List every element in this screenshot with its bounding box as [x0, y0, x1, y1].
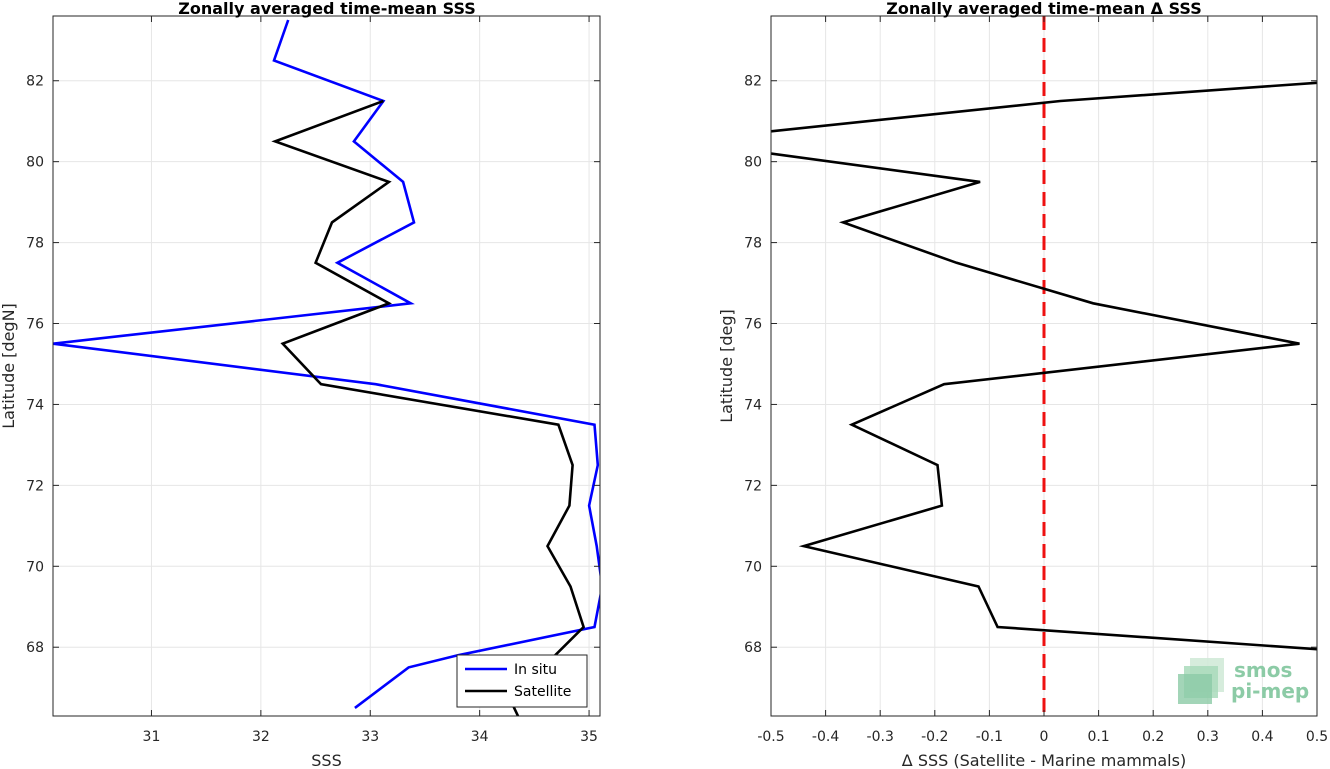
legend-label: In situ — [514, 662, 557, 678]
legend-label: Satellite — [514, 684, 571, 700]
y-tick-label: 76 — [744, 317, 762, 333]
y-tick-label: 72 — [744, 478, 762, 494]
x-tick-label: -0.3 — [867, 729, 894, 745]
legend: In situ Satellite — [456, 654, 588, 708]
x-tick-label: 0 — [1040, 729, 1049, 745]
x-tick-label: -0.5 — [757, 729, 784, 745]
x-tick-label: 35 — [580, 729, 598, 745]
logo-line1: smos — [1234, 658, 1292, 682]
y-axis-label: Latitude [degN] — [0, 303, 18, 429]
axes-box — [52, 15, 601, 717]
y-tick-label: 70 — [744, 559, 762, 575]
y-tick-label: 82 — [26, 74, 44, 90]
x-tick-label: -0.4 — [812, 729, 839, 745]
y-tick-label: 68 — [26, 640, 44, 656]
logo-line2: pi-mep — [1231, 679, 1309, 703]
x-tick-label: -0.2 — [921, 729, 948, 745]
x-tick-label: 31 — [143, 729, 161, 745]
y-tick-label: 72 — [26, 478, 44, 494]
x-tick-label: 0.1 — [1087, 729, 1109, 745]
right-panel-delta-sss: -0.5 -0.4 -0.3 -0.2 -0.1 0 0.1 0.2 0.3 0.4 0.5 68 70… — [717, 0, 1328, 769]
x-tick-label: 0.2 — [1142, 729, 1164, 745]
series-line-in-situ — [53, 19, 600, 709]
y-tick-label: 82 — [744, 74, 762, 90]
legend-box — [456, 654, 588, 708]
y-tick-label: 78 — [26, 236, 44, 252]
series-line-2 — [771, 81, 1317, 133]
x-axis-label: SSS — [311, 751, 341, 769]
y-tick-label: 80 — [744, 155, 762, 171]
x-tick-label: 33 — [361, 729, 379, 745]
x-axis-label: Δ SSS (Satellite - Marine mammals) — [902, 751, 1186, 769]
y-tick-label: 74 — [744, 397, 762, 413]
x-tick-label: 34 — [471, 729, 489, 745]
y-tick-label: 80 — [26, 155, 44, 171]
x-tick-label: 0.5 — [1306, 729, 1328, 745]
y-tick-label: 70 — [26, 559, 44, 575]
left-panel-sss: 31 32 33 34 35 68 70 72 74 76 78 80 82 Zonally averag… — [0, 0, 601, 769]
x-tick-label: -0.1 — [976, 729, 1003, 745]
x-tick-label: 0.4 — [1251, 729, 1273, 745]
chart-title: Zonally averaged time-mean Δ SSS — [886, 0, 1202, 18]
plot-area — [53, 16, 600, 716]
smos-pi-mep-logo: smos pi-mep — [1178, 658, 1309, 704]
series-line-1 — [771, 152, 1317, 651]
y-tick-label: 76 — [26, 317, 44, 333]
x-tick-label: 32 — [252, 729, 270, 745]
y-tick-label: 68 — [744, 640, 762, 656]
series-line-satellite — [271, 99, 586, 716]
x-tick-label: 0.3 — [1197, 729, 1219, 745]
y-axis-label: Latitude [deg] — [717, 309, 736, 423]
chart-title: Zonally averaged time-mean SSS — [178, 0, 476, 18]
y-tick-label: 78 — [744, 236, 762, 252]
y-tick-label: 74 — [26, 397, 44, 413]
logo-block-front — [1178, 674, 1212, 704]
